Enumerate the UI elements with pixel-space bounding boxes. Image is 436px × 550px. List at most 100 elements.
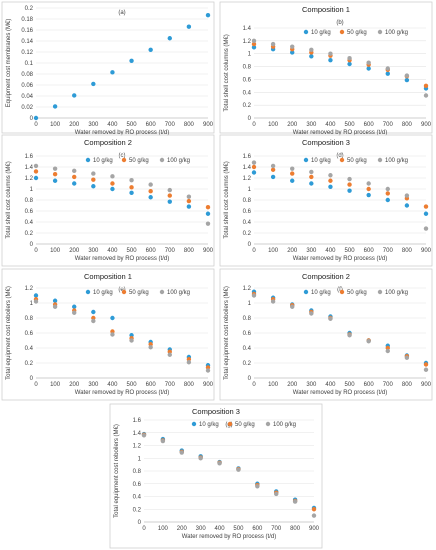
x-tick-label: 600 — [146, 382, 157, 388]
series-50-g-kg — [251, 164, 429, 209]
data-point — [91, 177, 96, 182]
data-point — [404, 193, 410, 198]
data-point — [251, 164, 257, 170]
panel-frame — [1, 134, 215, 267]
legend-label: 50 g/kg — [129, 290, 149, 296]
data-point — [167, 199, 172, 204]
panel-title: Composition 2 — [302, 272, 350, 281]
x-tick-label: 200 — [287, 382, 298, 388]
panel-frame — [109, 403, 323, 549]
y-tick-label: 1 — [30, 187, 34, 193]
data-point — [347, 176, 352, 182]
data-point — [251, 41, 257, 47]
panel-tag: (b) — [336, 20, 343, 26]
data-point — [251, 293, 257, 298]
data-point — [328, 178, 333, 183]
y-tick-label: 1 — [30, 301, 34, 307]
x-tick-label: 200 — [287, 122, 298, 128]
data-point — [129, 185, 134, 190]
x-tick-label: 700 — [165, 382, 176, 388]
data-point — [148, 189, 153, 194]
legend: 10 g/kg 50 g/kg 100 g/kg — [303, 157, 408, 164]
data-point — [251, 45, 257, 50]
data-point — [290, 171, 295, 176]
series-10-g-kg — [251, 45, 429, 91]
legend-marker — [377, 157, 383, 163]
panel-g: Composition 3(g)00.20.40.60.811.21.41.60… — [109, 403, 323, 549]
x-tick-label: 500 — [127, 382, 138, 388]
y-tick-label: 0 — [30, 242, 34, 248]
data-point — [385, 186, 390, 192]
x-tick-label: 800 — [402, 122, 413, 128]
legend-marker — [339, 29, 345, 35]
data-point — [290, 50, 295, 55]
y-tick-label: 0.04 — [21, 94, 33, 100]
data-point — [404, 77, 410, 83]
data-point — [186, 198, 192, 204]
legend-marker — [339, 157, 345, 163]
series-100-g-kg — [33, 299, 211, 373]
data-point — [270, 163, 276, 169]
data-point — [72, 174, 77, 180]
x-tick-label: 400 — [107, 248, 118, 254]
data-point — [205, 12, 211, 18]
legend-marker — [303, 157, 309, 163]
data-point — [33, 299, 39, 304]
y-tick-label: 0.16 — [21, 28, 33, 34]
panel-frame — [1, 268, 215, 401]
data-point — [205, 204, 211, 210]
x-axis-label: Water removed by RO process (t/d) — [293, 256, 387, 262]
x-tick-label: 100 — [268, 382, 279, 388]
series-data — [33, 12, 211, 121]
x-tick-label: 500 — [233, 526, 244, 532]
series-100-g-kg — [251, 38, 429, 98]
data-point — [186, 194, 192, 199]
legend: 10 g/kg 50 g/kg 100 g/kg — [303, 289, 408, 296]
data-point — [385, 197, 390, 203]
y-tick-label: 0.6 — [25, 331, 34, 337]
data-point — [160, 438, 166, 444]
data-point — [366, 60, 371, 65]
data-point — [198, 456, 203, 461]
y-tick-label: 1.2 — [133, 444, 142, 450]
legend-label: 50 g/kg — [347, 158, 367, 164]
y-tick-label: 1 — [248, 301, 252, 307]
y-tick-label: 1 — [138, 456, 142, 462]
data-point — [186, 24, 192, 29]
x-tick-label: 100 — [50, 122, 61, 128]
panel-title: Composition 3 — [302, 138, 350, 147]
data-point — [129, 178, 134, 183]
data-point — [91, 81, 96, 87]
legend-marker — [265, 421, 271, 427]
y-tick-label: 0.6 — [243, 77, 252, 83]
data-point — [33, 169, 39, 174]
panel-frame — [1, 1, 215, 134]
data-point — [270, 299, 276, 304]
x-tick-label: 300 — [306, 122, 317, 128]
legend: 10 g/kg 50 g/kg 100 g/kg — [303, 29, 408, 36]
data-point — [236, 467, 241, 472]
x-tick-label: 400 — [107, 122, 118, 128]
x-tick-label: 200 — [69, 122, 80, 128]
x-tick-label: 0 — [34, 248, 38, 254]
legend: 10 g/kg 50 g/kg 100 g/kg — [85, 157, 190, 164]
legend-marker — [121, 157, 127, 163]
x-axis-label: Water removed by RO process (t/d) — [75, 256, 169, 262]
legend-marker — [159, 289, 165, 295]
data-point — [205, 211, 211, 216]
y-tick-label: 0.4 — [243, 346, 252, 352]
y-tick-label: 0 — [30, 116, 34, 122]
y-tick-label: 0.18 — [21, 17, 33, 23]
panel-b: Composition 1 (b) 0 0.2 0.4 0.6 0.8 1 1.2 1.4 0 100… — [219, 1, 433, 136]
x-tick-label: 600 — [146, 248, 157, 254]
legend-marker — [303, 289, 309, 295]
data-point — [311, 507, 317, 512]
data-point — [91, 171, 96, 176]
data-point — [110, 70, 115, 75]
legend-label: 50 g/kg — [347, 290, 367, 296]
x-tick-label: 700 — [383, 122, 394, 128]
data-point — [33, 175, 39, 181]
data-point — [423, 226, 429, 231]
x-tick-label: 800 — [402, 248, 413, 254]
data-point — [366, 186, 371, 192]
